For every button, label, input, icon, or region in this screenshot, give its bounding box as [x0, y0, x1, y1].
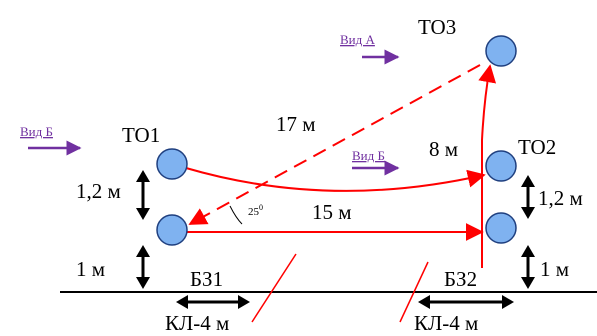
- cable-pointer-right: [399, 261, 429, 323]
- label-to1: ТО1: [122, 123, 160, 147]
- cable-pointer-left: [251, 253, 297, 323]
- label-right-lower: 1 м: [540, 257, 569, 281]
- label-distance-horizontal: 15 м: [312, 200, 352, 224]
- label-left-upper: 1,2 м: [76, 179, 121, 203]
- label-bz2: БЗ2: [444, 267, 477, 291]
- label-bz1: БЗ1: [190, 267, 223, 291]
- route-diagonal-17m: [188, 64, 481, 225]
- angle-arc: [229, 205, 243, 225]
- label-view-b-left: Вид Б: [20, 124, 53, 139]
- node-lower-left: [156, 214, 188, 246]
- dim-right-upper-arrow: [521, 175, 535, 219]
- label-to2: ТО2: [518, 135, 556, 159]
- label-distance-vertical: 8 м: [429, 137, 458, 161]
- cable-arrow-left: [176, 295, 250, 309]
- label-cable-left: КЛ-4 м: [165, 311, 229, 335]
- dim-left-lower-arrow: [136, 245, 150, 289]
- node-to2: [485, 150, 517, 182]
- route-vertical-8m: [478, 64, 497, 268]
- label-cable-right: КЛ-4 м: [414, 311, 478, 335]
- label-distance-diag: 17 м: [276, 112, 316, 136]
- node-to1: [156, 148, 188, 180]
- node-lower-right: [485, 212, 517, 244]
- dim-left-upper-arrow: [136, 170, 150, 220]
- dim-right-lower-arrow: [521, 245, 535, 289]
- label-angle: 250: [248, 203, 263, 218]
- label-right-upper: 1,2 м: [538, 186, 583, 210]
- node-to3: [485, 35, 517, 67]
- label-to3: ТО3: [418, 15, 456, 39]
- label-left-lower: 1 м: [76, 257, 105, 281]
- cable-arrow-right: [418, 295, 514, 309]
- label-view-b-mid: Вид Б: [352, 148, 385, 163]
- route-curve-to1-to2: [185, 167, 486, 192]
- label-view-a: Вид А: [340, 32, 375, 47]
